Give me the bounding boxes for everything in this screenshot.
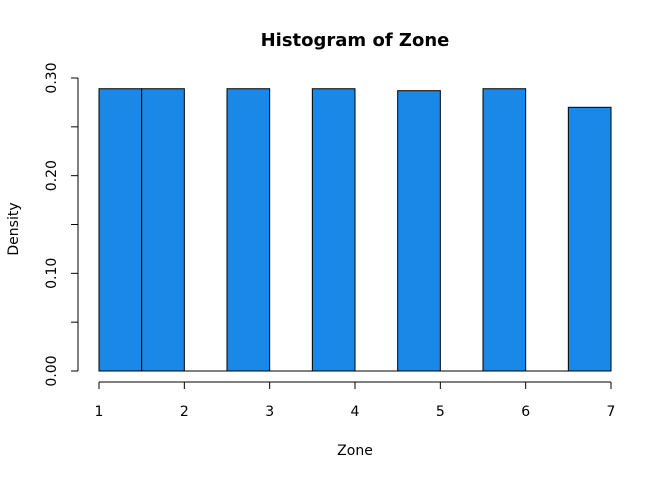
- histogram-bar: [482, 88, 527, 372]
- histogram-bar: [226, 88, 271, 372]
- y-axis: 0.00 0.10 0.20 0.30: [44, 62, 79, 387]
- x-tick-label: 6: [521, 404, 530, 420]
- x-tick-label: 2: [180, 404, 189, 420]
- histogram-bar: [98, 88, 143, 372]
- y-axis-label: Density: [6, 202, 22, 255]
- bars-layer: [98, 88, 612, 372]
- histogram-bar: [311, 88, 356, 372]
- chart-title: Histogram of Zone: [261, 30, 450, 51]
- histogram-bar: [141, 88, 185, 372]
- x-tick-label: 4: [351, 404, 360, 420]
- histogram-bar: [567, 106, 612, 372]
- x-axis: 1 2 3 4 5 6 7: [95, 381, 616, 420]
- x-tick-label: 1: [95, 404, 104, 420]
- x-tick-label: 5: [436, 404, 445, 420]
- y-tick-label: 0.00: [44, 355, 60, 386]
- histogram-bar: [397, 90, 441, 372]
- y-tick-label: 0.30: [44, 62, 60, 93]
- x-tick-label: 7: [607, 404, 616, 420]
- x-tick-label: 3: [265, 404, 274, 420]
- y-tick-label: 0.20: [44, 160, 60, 191]
- x-axis-label: Zone: [337, 443, 373, 459]
- y-tick-label: 0.10: [44, 258, 60, 289]
